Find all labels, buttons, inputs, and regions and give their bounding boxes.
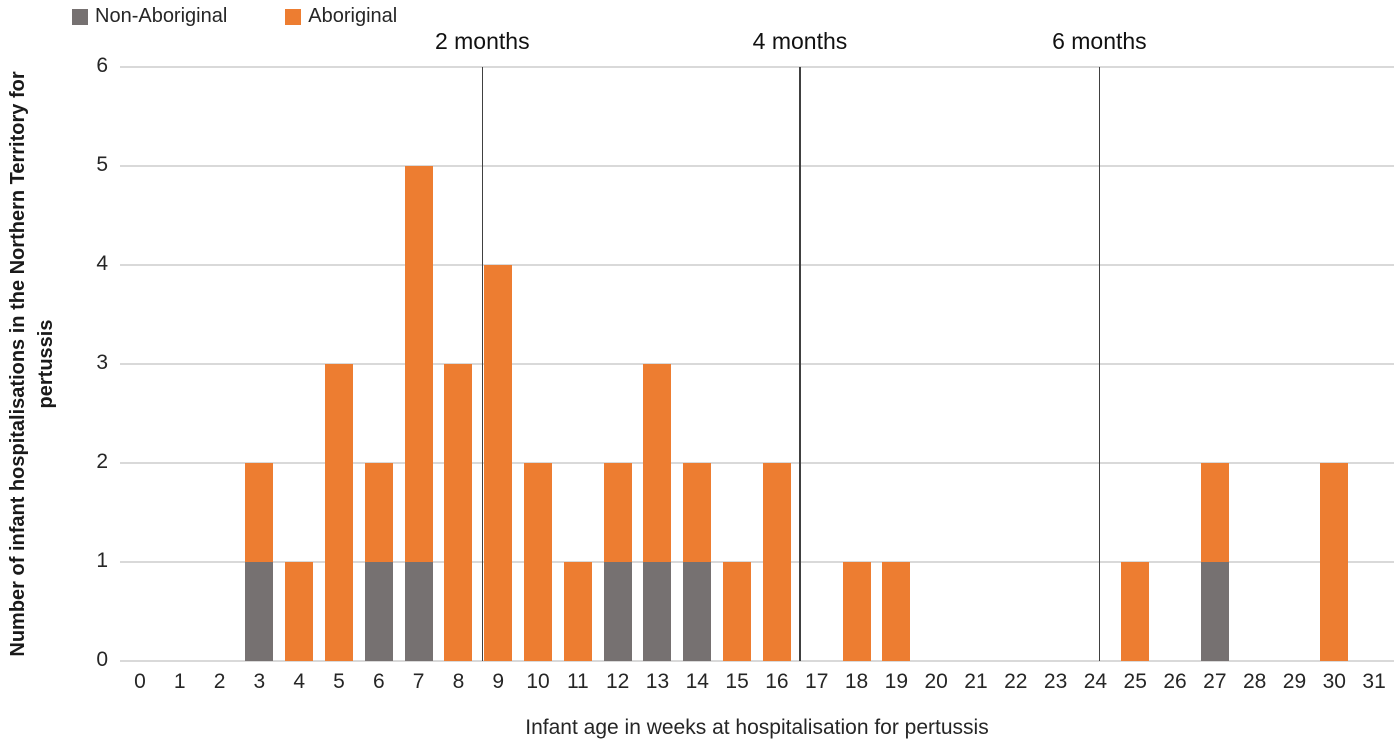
aboriginal-swatch-icon xyxy=(285,8,302,25)
x-tick-label-28: 28 xyxy=(1242,670,1267,693)
x-tick-label-5: 5 xyxy=(333,670,345,693)
bar-week-27-non-aboriginal xyxy=(1200,562,1229,661)
gridline-y-5 xyxy=(120,165,1394,167)
x-tick-label-27: 27 xyxy=(1203,670,1227,693)
bar-week-6-aboriginal xyxy=(364,463,393,562)
bar-week-4-aboriginal xyxy=(285,562,314,661)
month-label-6-months: 6 months xyxy=(1052,28,1147,54)
x-tick-label-19: 19 xyxy=(884,670,909,693)
month-line-6-months xyxy=(1098,67,1101,661)
x-tick-label-12: 12 xyxy=(605,670,630,693)
x-tick-label-10: 10 xyxy=(526,670,550,693)
bar-week-11-aboriginal xyxy=(563,562,592,661)
bar-week-15-aboriginal xyxy=(723,562,752,661)
y-axis-title: Number of infant hospitalisations in the… xyxy=(7,71,57,657)
x-tick-label-23: 23 xyxy=(1043,670,1068,693)
legend-item-non-aboriginal: Non-Aboriginal xyxy=(72,5,227,28)
bar-week-30-aboriginal xyxy=(1320,463,1349,661)
non-aboriginal-swatch-icon xyxy=(72,8,88,25)
bar-week-6-non-aboriginal xyxy=(364,562,393,661)
legend-label-aboriginal: Aboriginal xyxy=(308,5,398,27)
y-axis-title-wrap: Number of infant hospitalisations in the… xyxy=(4,67,66,661)
legend: Non-Aboriginal Aboriginal xyxy=(72,5,397,28)
gridline-y-3 xyxy=(120,363,1394,365)
gridline-y-6 xyxy=(120,66,1394,68)
bar-week-3-non-aboriginal xyxy=(245,562,274,661)
bar-week-9-aboriginal xyxy=(484,265,513,661)
x-axis-title: Infant age in weeks at hospitalisation f… xyxy=(525,716,989,739)
month-label-4-months: 4 months xyxy=(752,28,848,54)
x-tick-label-3: 3 xyxy=(253,670,266,693)
bar-week-13-aboriginal xyxy=(643,364,672,562)
y-tick-label-1: 1 xyxy=(96,549,108,572)
bar-week-12-aboriginal xyxy=(603,463,632,562)
bar-week-25-aboriginal xyxy=(1121,562,1150,661)
bar-week-18-aboriginal xyxy=(842,562,871,661)
bar-week-10-aboriginal xyxy=(524,463,553,661)
x-tick-label-22: 22 xyxy=(1004,670,1028,693)
x-tick-label-4: 4 xyxy=(293,670,305,693)
y-tick-label-5: 5 xyxy=(96,153,108,176)
legend-label-non-aboriginal: Non-Aboriginal xyxy=(95,5,228,27)
y-tick-label-0: 0 xyxy=(96,648,108,671)
x-tick-label-21: 21 xyxy=(964,670,988,693)
month-line-4-months xyxy=(799,67,801,661)
x-tick-label-15: 15 xyxy=(725,670,749,693)
gridline-y-1 xyxy=(120,561,1394,563)
y-tick-label-6: 6 xyxy=(96,54,108,77)
gridline-y-0 xyxy=(120,660,1394,662)
x-tick-label-30: 30 xyxy=(1322,670,1346,693)
x-tick-label-2: 2 xyxy=(213,670,226,693)
bar-week-3-aboriginal xyxy=(245,463,274,562)
bar-week-13-non-aboriginal xyxy=(643,562,672,661)
x-tick-label-25: 25 xyxy=(1123,670,1147,693)
y-tick-label-2: 2 xyxy=(96,450,108,473)
x-tick-label-6: 6 xyxy=(372,670,385,693)
y-tick-label-3: 3 xyxy=(96,351,108,374)
bar-week-12-non-aboriginal xyxy=(603,562,632,661)
gridline-y-2 xyxy=(120,462,1394,464)
x-tick-label-1: 1 xyxy=(173,670,186,693)
x-tick-label-11: 11 xyxy=(566,670,589,693)
x-tick-label-8: 8 xyxy=(452,670,465,693)
x-tick-label-26: 26 xyxy=(1163,670,1187,693)
x-tick-label-9: 9 xyxy=(492,670,505,693)
month-line-2-months xyxy=(481,67,484,661)
bar-week-14-non-aboriginal xyxy=(683,562,712,661)
bar-week-27-aboriginal xyxy=(1200,463,1229,562)
x-tick-label-0: 0 xyxy=(134,670,146,693)
x-tick-label-7: 7 xyxy=(412,670,425,693)
legend-item-aboriginal: Aboriginal xyxy=(285,5,397,28)
bar-week-7-non-aboriginal xyxy=(404,562,433,661)
x-tick-label-18: 18 xyxy=(844,670,869,693)
x-tick-label-17: 17 xyxy=(805,670,829,693)
bar-week-14-aboriginal xyxy=(683,463,712,562)
x-tick-label-16: 16 xyxy=(765,670,789,693)
bar-week-16-aboriginal xyxy=(762,463,791,661)
month-label-2-months: 2 months xyxy=(434,28,530,54)
bar-week-19-aboriginal xyxy=(882,562,911,661)
x-tick-label-24: 24 xyxy=(1083,670,1108,693)
x-tick-label-29: 29 xyxy=(1282,670,1307,693)
bar-week-8-aboriginal xyxy=(444,364,473,661)
bar-week-5-aboriginal xyxy=(324,364,353,661)
x-tick-label-20: 20 xyxy=(924,670,948,693)
x-tick-label-31: 31 xyxy=(1362,670,1386,693)
x-tick-label-14: 14 xyxy=(685,670,709,693)
bar-week-7-aboriginal xyxy=(404,166,433,562)
y-tick-label-4: 4 xyxy=(96,252,108,275)
x-tick-label-13: 13 xyxy=(645,670,670,693)
gridline-y-4 xyxy=(120,264,1394,266)
